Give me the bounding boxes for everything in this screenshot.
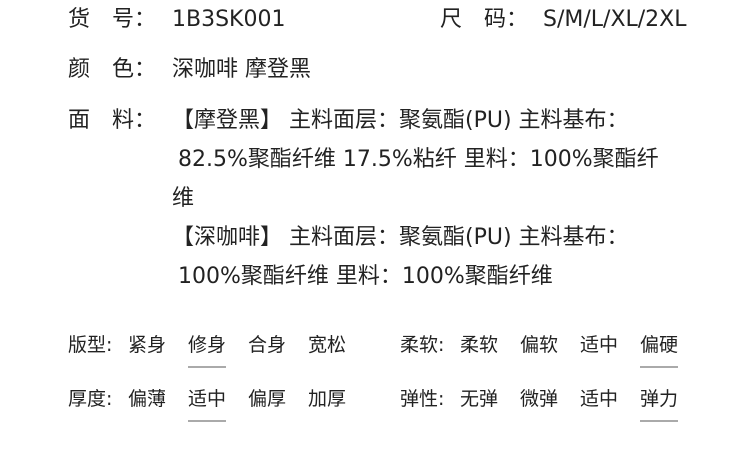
attribute-option: 紧身	[128, 334, 167, 356]
attribute-option: 宽松	[308, 334, 347, 356]
fabric-line: 100%聚酯纤维 里料：100%聚酯纤维	[178, 264, 553, 289]
attribute-option: 合身	[248, 334, 287, 356]
fabric-line: 【摩登黑】 主料面层：聚氨酯(PU) 主料基布：	[172, 108, 629, 133]
fabric-line: 维	[172, 186, 195, 211]
attribute-option-selected: 偏硬	[640, 334, 679, 368]
attribute-option-selected: 弹力	[640, 388, 679, 422]
size-value: S/M/L/XL/2XL	[543, 7, 687, 32]
item-no-value: 1B3SK001	[172, 7, 286, 32]
color-value: 深咖啡 摩登黑	[172, 57, 311, 82]
attribute-option: 适中	[580, 334, 619, 356]
attribute-option: 柔软	[460, 334, 499, 356]
attribute-option-selected: 适中	[188, 388, 227, 422]
attribute-option: 加厚	[308, 388, 347, 410]
item-no-label: 货 号：	[68, 7, 157, 32]
size-label: 尺 码：	[440, 7, 529, 32]
fabric-line: 82.5%聚酯纤维 17.5%粘纤 里料：100%聚酯纤	[178, 147, 659, 172]
attribute-label: 柔软:	[400, 334, 445, 356]
attribute-option: 无弹	[460, 388, 499, 410]
attribute-option: 偏软	[520, 334, 559, 356]
attribute-option-selected: 修身	[188, 334, 227, 368]
attribute-label: 弹性:	[400, 388, 445, 410]
attribute-option: 微弹	[520, 388, 559, 410]
attribute-label: 厚度:	[68, 388, 113, 410]
color-label: 颜 色：	[68, 57, 157, 82]
fabric-label: 面 料：	[68, 108, 157, 133]
attribute-label: 版型:	[68, 334, 113, 356]
attribute-option: 适中	[580, 388, 619, 410]
fabric-line: 【深咖啡】 主料面层：聚氨酯(PU) 主料基布：	[172, 225, 629, 250]
attribute-option: 偏薄	[128, 388, 167, 410]
attribute-option: 偏厚	[248, 388, 287, 410]
